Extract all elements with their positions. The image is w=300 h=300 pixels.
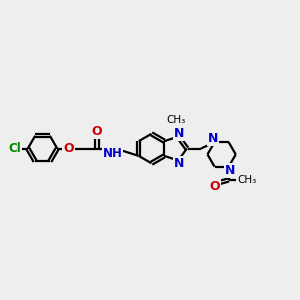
Text: NH: NH	[103, 147, 122, 160]
Text: N: N	[208, 132, 218, 145]
Text: N: N	[174, 127, 184, 140]
Text: O: O	[92, 125, 102, 138]
Text: N: N	[225, 164, 235, 177]
Text: N: N	[174, 158, 184, 170]
Text: O: O	[209, 180, 220, 193]
Text: Cl: Cl	[8, 142, 21, 155]
Text: O: O	[63, 142, 74, 155]
Text: CH₃: CH₃	[237, 175, 256, 185]
Text: CH₃: CH₃	[167, 115, 186, 125]
